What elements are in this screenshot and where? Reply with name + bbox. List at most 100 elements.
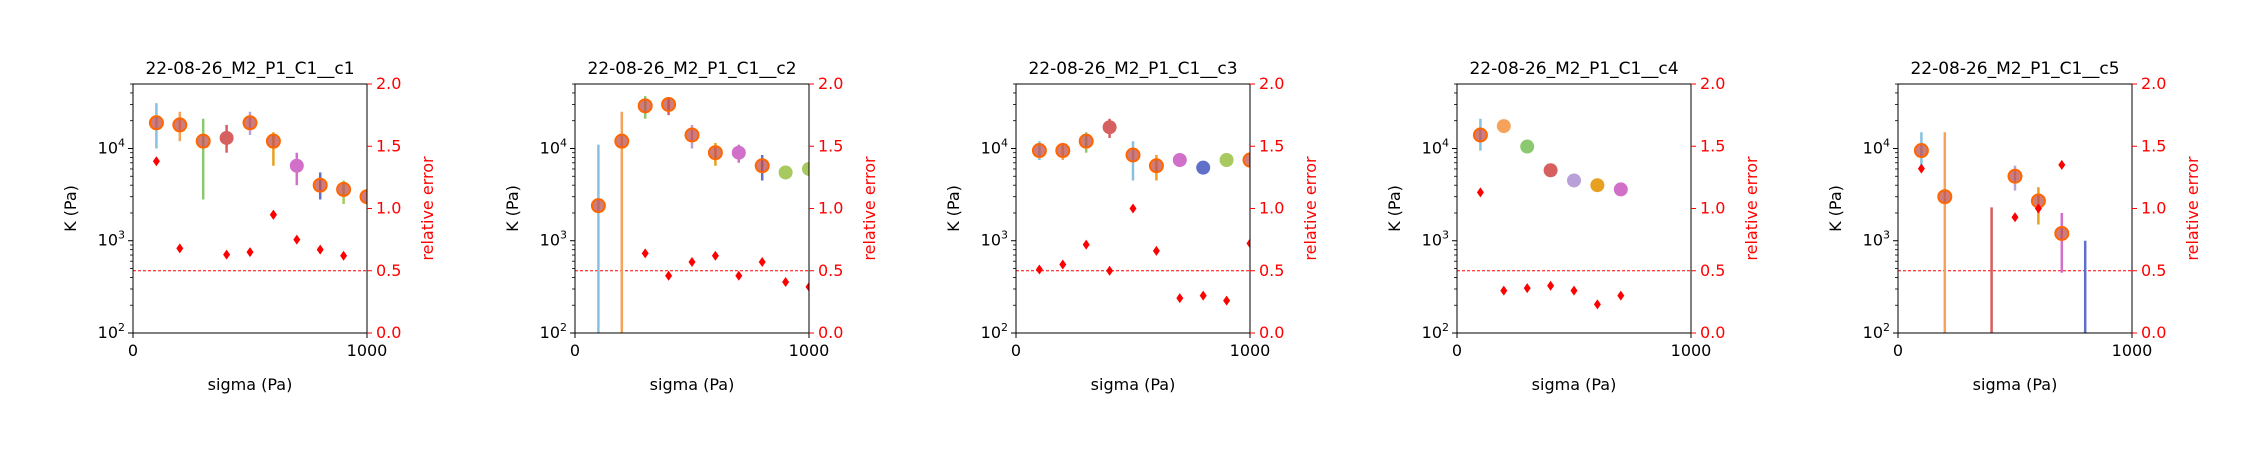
chart-title: 22-08-26_M2_P1_C1__c3 <box>1028 59 1237 79</box>
k-point <box>661 96 677 112</box>
relative-error-point <box>1223 295 1231 306</box>
y2-tick-label: 1.0 <box>1259 199 1284 218</box>
relative-error-point <box>1129 203 1137 214</box>
relative-error-point <box>1547 280 1555 291</box>
y2-tick-label: 0.5 <box>376 261 401 280</box>
k-point <box>359 189 367 205</box>
chart-title: 22-08-26_M2_P1_C1__c5 <box>1910 59 2119 79</box>
chart-title: 22-08-26_M2_P1_C1__c1 <box>145 59 354 79</box>
relative-error-point <box>805 281 809 292</box>
k-point <box>195 133 211 149</box>
y-tick-label: 103 <box>98 229 125 250</box>
k-point <box>1567 173 1581 188</box>
k-point <box>707 145 723 161</box>
y-tick-label: 102 <box>1863 321 1890 342</box>
y2-tick-label: 0.5 <box>1700 261 1725 280</box>
k-point <box>289 158 304 173</box>
relative-error-point <box>1176 293 1184 304</box>
k-point <box>754 158 770 174</box>
relative-error-point <box>1500 285 1508 296</box>
y2-axis-label: relative error <box>2183 156 2202 261</box>
plot-area <box>133 103 367 272</box>
y-tick-label: 104 <box>1422 136 1449 157</box>
k-point <box>1543 163 1558 178</box>
y2-tick-label: 0.5 <box>818 261 843 280</box>
x-tick-label: 0 <box>1452 341 1462 360</box>
k-point <box>1125 147 1141 163</box>
y2-axis-label: relative error <box>1301 156 1320 261</box>
y-tick-label: 102 <box>981 321 1008 342</box>
x-axis-label: sigma (Pa) <box>1091 375 1176 394</box>
k-point <box>1913 143 1929 159</box>
plot-frame <box>574 83 810 334</box>
relative-error-point <box>1059 259 1067 270</box>
relative-error-point <box>246 247 254 258</box>
relative-error-point <box>269 209 277 220</box>
relative-error-point <box>1570 285 1578 296</box>
y2-axis-label: relative error <box>1742 156 1761 261</box>
relative-error-point <box>1593 299 1601 310</box>
y-axis-label: K (Pa) <box>503 185 522 232</box>
relative-error-point <box>1035 264 1043 275</box>
plot-area <box>1016 118 1250 306</box>
y2-tick-label: 1.5 <box>376 136 401 155</box>
k-point <box>614 133 630 149</box>
x-axis-label: sigma (Pa) <box>208 375 293 394</box>
y-axis-label: K (Pa) <box>1826 185 1845 232</box>
x-tick-label: 0 <box>128 341 138 360</box>
y2-tick-label: 1.5 <box>2141 136 2166 155</box>
y-axis-label: K (Pa) <box>61 185 80 232</box>
y2-tick-label: 1.0 <box>1700 199 1725 218</box>
k-point <box>1496 119 1511 134</box>
k-point <box>1613 182 1628 197</box>
x-tick-label: 1000 <box>347 341 388 360</box>
relative-error-point <box>688 257 696 268</box>
x-tick-label: 0 <box>1011 341 1021 360</box>
relative-error-point <box>1246 238 1250 249</box>
x-tick-label: 1000 <box>789 341 830 360</box>
relative-error-point <box>782 276 790 287</box>
y2-tick-label: 1.5 <box>1700 136 1725 155</box>
relative-error-point <box>1917 163 1925 174</box>
y2-tick-label: 0.0 <box>1700 323 1725 342</box>
y2-axis-label: relative error <box>860 156 879 261</box>
relative-error-point <box>2058 159 2066 170</box>
relative-error-point <box>665 270 673 281</box>
relative-error-point <box>152 156 160 167</box>
y-tick-label: 103 <box>1863 229 1890 250</box>
y2-tick-label: 0.0 <box>1259 323 1284 342</box>
y-axis-label: K (Pa) <box>1385 185 1404 232</box>
y2-tick-label: 1.0 <box>2141 199 2166 218</box>
plot-area <box>1898 132 2132 333</box>
y-tick-label: 103 <box>540 229 567 250</box>
k-point <box>2054 225 2070 241</box>
relative-error-point <box>711 250 719 261</box>
y2-tick-label: 0.5 <box>2141 261 2166 280</box>
k-point <box>1196 160 1211 175</box>
relative-error-point <box>316 244 324 255</box>
y2-tick-label: 2.0 <box>818 74 843 93</box>
y2-axis-label: relative error <box>418 156 437 261</box>
y-tick-label: 104 <box>981 136 1008 157</box>
k-point <box>148 115 164 131</box>
x-axis-label: sigma (Pa) <box>650 375 735 394</box>
x-axis-label: sigma (Pa) <box>1973 375 2058 394</box>
y2-tick-label: 0.0 <box>376 323 401 342</box>
k-point <box>1031 143 1047 159</box>
y2-tick-label: 0.0 <box>818 323 843 342</box>
y2-tick-label: 2.0 <box>376 74 401 93</box>
k-point <box>312 177 328 193</box>
y2-tick-label: 2.0 <box>2141 74 2166 93</box>
plot-area <box>1457 118 1691 310</box>
k-point <box>1520 139 1535 154</box>
relative-error-point <box>1199 290 1207 301</box>
y-tick-label: 103 <box>981 229 1008 250</box>
x-axis-label: sigma (Pa) <box>1532 375 1617 394</box>
k-point <box>1472 127 1488 143</box>
plot-area <box>575 96 809 333</box>
k-point <box>1937 189 1953 205</box>
